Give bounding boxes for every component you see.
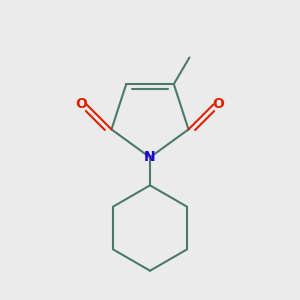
Text: O: O: [75, 98, 87, 111]
Text: O: O: [213, 98, 225, 111]
Text: N: N: [144, 150, 156, 164]
